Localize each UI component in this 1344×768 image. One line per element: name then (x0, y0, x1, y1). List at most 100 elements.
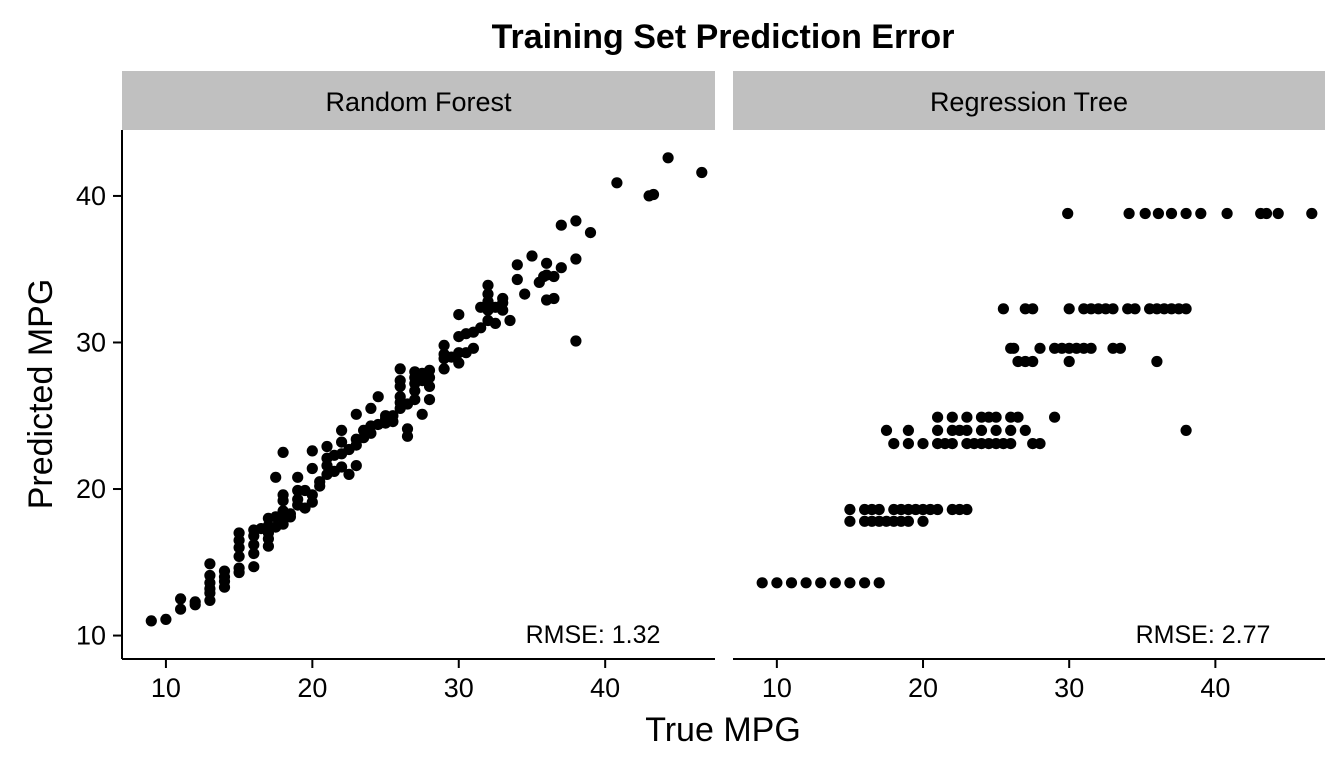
x-tick-label: 40 (590, 673, 620, 703)
y-ticks: 10 20 30 40 (76, 181, 122, 651)
data-point-random-forest (647, 188, 660, 201)
data-point-regression-tree (1019, 424, 1031, 436)
data-point-random-forest (292, 493, 304, 505)
data-point-regression-tree (1049, 411, 1061, 423)
x-ticks-regression-tree: 10 20 30 40 (762, 659, 1230, 703)
data-point-random-forest (372, 391, 384, 403)
data-point-regression-tree (1129, 303, 1141, 315)
data-point-regression-tree (902, 515, 915, 527)
data-point-random-forest (548, 292, 560, 305)
strip-regression-tree (733, 71, 1325, 130)
data-point-regression-tree (932, 411, 944, 423)
x-tick-label: 10 (762, 673, 792, 703)
data-point-random-forest (453, 357, 465, 369)
rmse-regression-tree: RMSE: 2.77 (1136, 621, 1271, 649)
data-point-random-forest (570, 335, 582, 347)
data-point-random-forest (570, 215, 582, 227)
data-point-regression-tree (756, 577, 768, 589)
data-point-random-forest (277, 446, 289, 458)
data-point-random-forest (175, 593, 187, 605)
data-point-random-forest (160, 613, 172, 626)
data-point-regression-tree (902, 424, 915, 436)
panel-regression-tree: Regression Tree 10 20 30 40 RMSE: 2.77 (733, 71, 1325, 703)
data-point-regression-tree (785, 577, 798, 589)
data-point-regression-tree (1085, 342, 1097, 354)
rmse-random-forest: RMSE: 1.32 (526, 621, 661, 649)
data-point-regression-tree (917, 438, 929, 450)
data-point-regression-tree (1063, 355, 1075, 368)
data-point-random-forest (453, 309, 465, 321)
data-point-regression-tree (1152, 207, 1164, 220)
data-point-random-forest (423, 364, 436, 376)
data-point-regression-tree (1151, 355, 1163, 368)
data-point-regression-tree (1012, 411, 1024, 423)
data-point-regression-tree (1027, 303, 1039, 315)
data-point-random-forest (555, 262, 567, 274)
data-point-random-forest (284, 508, 296, 520)
data-point-random-forest (248, 539, 260, 551)
data-point-random-forest (570, 253, 582, 265)
data-point-regression-tree (888, 438, 900, 450)
data-point-random-forest (233, 527, 245, 539)
data-point-regression-tree (961, 503, 973, 516)
data-point-regression-tree (961, 424, 973, 436)
data-point-random-forest (189, 596, 201, 608)
data-point-regression-tree (859, 577, 871, 589)
data-point-regression-tree (1306, 207, 1318, 220)
data-point-random-forest (548, 270, 560, 283)
data-point-regression-tree (1272, 207, 1284, 220)
data-point-random-forest (248, 547, 260, 560)
data-point-random-forest (321, 440, 333, 453)
data-point-random-forest (696, 166, 708, 179)
data-point-regression-tree (815, 577, 827, 589)
data-point-regression-tree (800, 577, 812, 589)
data-point-regression-tree (1107, 303, 1119, 315)
data-point-random-forest (394, 363, 406, 375)
data-point-regression-tree (917, 515, 929, 527)
data-point-regression-tree (975, 424, 988, 436)
data-point-random-forest (306, 462, 318, 475)
data-point-regression-tree (844, 503, 856, 516)
points-random-forest (145, 152, 708, 627)
data-point-random-forest (314, 476, 326, 488)
data-point-regression-tree (946, 411, 958, 423)
x-tick-label: 10 (151, 673, 181, 703)
data-point-regression-tree (1114, 342, 1126, 354)
data-point-regression-tree (1195, 207, 1207, 220)
data-point-regression-tree (771, 577, 783, 589)
data-point-random-forest (292, 471, 304, 483)
data-point-random-forest (204, 558, 216, 570)
data-point-random-forest (409, 394, 421, 406)
data-point-random-forest (416, 408, 428, 420)
data-point-regression-tree (829, 577, 841, 589)
data-point-random-forest (497, 304, 509, 316)
data-point-random-forest (270, 471, 282, 483)
data-point-random-forest (504, 314, 516, 327)
x-tick-label: 40 (1200, 673, 1230, 703)
data-point-regression-tree (1005, 424, 1017, 436)
data-point-random-forest (336, 436, 348, 448)
chart-title: Training Set Prediction Error (492, 18, 955, 56)
x-axis-title: True MPG (645, 711, 801, 749)
data-point-regression-tree (873, 577, 885, 589)
data-point-regression-tree (1027, 355, 1039, 368)
data-point-random-forest (394, 391, 406, 403)
x-tick-label: 20 (297, 673, 327, 703)
data-point-random-forest (475, 322, 487, 334)
data-point-random-forest (175, 603, 187, 615)
data-point-random-forest (277, 489, 289, 501)
data-point-regression-tree (1165, 207, 1178, 220)
data-point-random-forest (387, 410, 399, 422)
data-point-regression-tree (1034, 342, 1046, 354)
y-tick-label: 30 (76, 327, 106, 357)
data-point-random-forest (306, 489, 318, 501)
data-point-regression-tree (1180, 424, 1192, 436)
points-regression-tree (756, 207, 1318, 589)
y-tick-label: 10 (76, 621, 106, 651)
data-point-regression-tree (961, 411, 973, 423)
data-point-random-forest (306, 445, 318, 457)
data-point-random-forest (584, 227, 597, 239)
data-point-random-forest (611, 177, 623, 189)
strip-label-regression-tree: Regression Tree (930, 87, 1128, 117)
data-point-random-forest (438, 363, 450, 375)
